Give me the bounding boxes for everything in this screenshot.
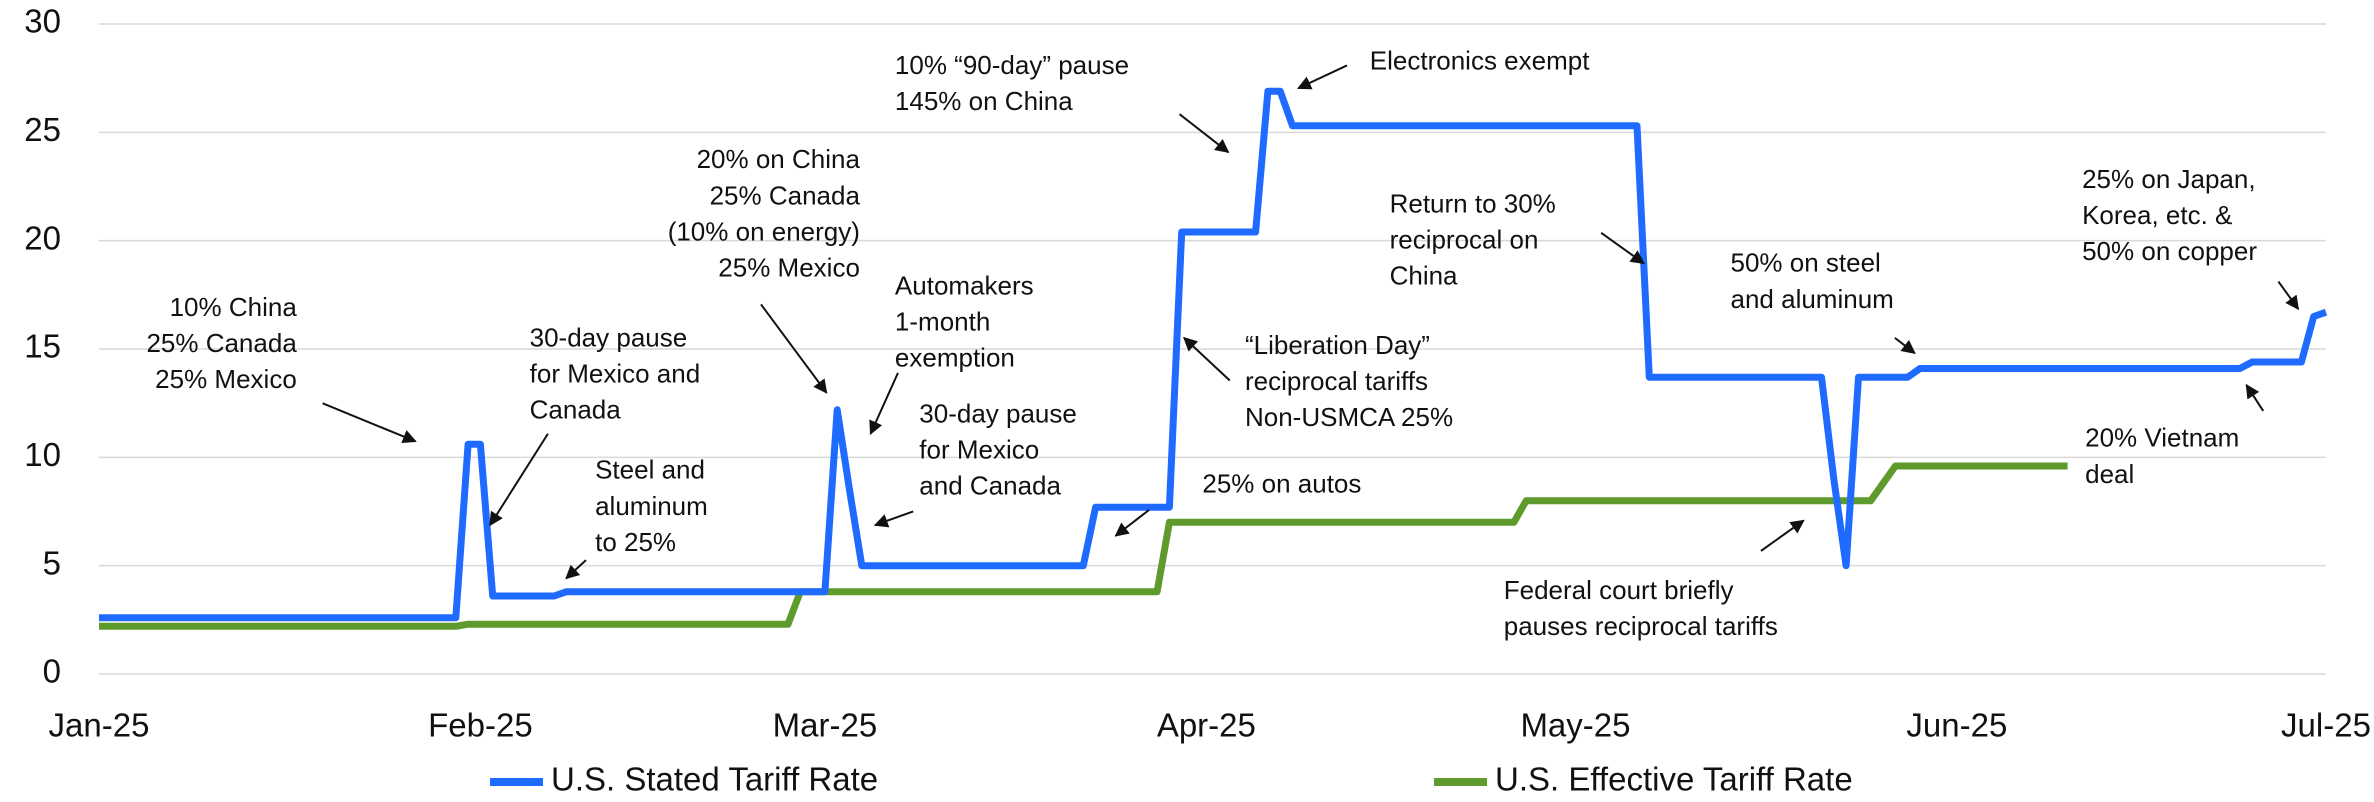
annotation: 25% on Japan, <box>2082 164 2255 194</box>
annotation: 25% Canada <box>146 328 297 358</box>
annotation: 25% Mexico <box>718 252 860 282</box>
annotation-arrow <box>1760 519 1805 552</box>
annotation-arrow <box>322 402 417 444</box>
series-line <box>99 462 2068 630</box>
annotation-arrow <box>565 559 587 580</box>
annotation: Korea, etc. & <box>2082 200 2232 230</box>
x-tick-label: Mar-25 <box>773 707 878 744</box>
x-tick-label: Jul-25 <box>2281 707 2371 744</box>
annotation: 30-day pause <box>530 322 688 352</box>
x-tick-label: May-25 <box>1520 707 1630 744</box>
annotation: exemption <box>895 343 1015 373</box>
annotation-arrow <box>1114 509 1150 537</box>
annotation: and aluminum <box>1731 284 1894 314</box>
y-tick-label: 30 <box>24 3 61 40</box>
annotation: “Liberation Day” <box>1245 330 1430 360</box>
annotation: 10% China <box>170 292 298 322</box>
annotation-arrow <box>1600 232 1645 265</box>
annotation-arrow <box>2245 383 2265 412</box>
annotation: aluminum <box>595 491 708 521</box>
annotation: Return to 30% <box>1390 188 1556 218</box>
annotation-arrow <box>873 510 914 528</box>
annotation: for Mexico and <box>530 358 701 388</box>
annotation: 25% Canada <box>710 180 861 210</box>
annotation: 1-month <box>895 307 990 337</box>
annotation: Federal court briefly <box>1504 575 1734 605</box>
y-tick-label: 20 <box>24 219 61 256</box>
annotation: 20% on China <box>697 144 861 174</box>
x-tick-label: Apr-25 <box>1157 707 1256 744</box>
annotation-arrow <box>1894 337 1916 354</box>
y-tick-label: 5 <box>43 544 61 581</box>
annotation-arrow <box>869 372 899 436</box>
legend-label: U.S. Effective Tariff Rate <box>1495 761 1853 798</box>
annotation-arrow <box>1296 64 1348 90</box>
annotation: 25% Mexico <box>155 364 297 394</box>
annotation: Non-USMCA 25% <box>1245 402 1453 432</box>
annotation: 145% on China <box>895 86 1073 116</box>
annotation-arrow <box>489 433 549 527</box>
annotation: Steel and <box>595 455 705 485</box>
annotation-arrow <box>1183 336 1231 382</box>
annotation: reciprocal tariffs <box>1245 366 1428 396</box>
annotation-arrow <box>2277 280 2300 311</box>
annotation-arrow <box>1178 113 1230 154</box>
annotation: reciprocal on <box>1390 224 1539 254</box>
annotation: 20% Vietnam <box>2085 423 2239 453</box>
series-line <box>99 87 2328 622</box>
x-tick-label: Jan-25 <box>49 707 150 744</box>
annotation: 50% on copper <box>2082 236 2257 266</box>
legend-label: U.S. Stated Tariff Rate <box>551 761 878 798</box>
x-tick-label: Feb-25 <box>428 707 533 744</box>
annotation: for Mexico <box>919 434 1039 464</box>
y-tick-label: 10 <box>24 436 61 473</box>
annotation-arrow <box>760 303 828 394</box>
annotation: deal <box>2085 459 2134 489</box>
annotation: 10% “90-day” pause <box>895 50 1129 80</box>
annotation: China <box>1390 260 1458 290</box>
annotation: Automakers <box>895 271 1034 301</box>
annotation: (10% on energy) <box>668 216 860 246</box>
annotation: Canada <box>530 394 622 424</box>
annotation: and Canada <box>919 471 1061 501</box>
annotation: Electronics exempt <box>1370 45 1590 75</box>
y-tick-label: 25 <box>24 111 61 148</box>
annotation: 30-day pause <box>919 398 1077 428</box>
annotation: to 25% <box>595 527 676 557</box>
annotation: 50% on steel <box>1731 248 1881 278</box>
y-tick-label: 15 <box>24 328 61 365</box>
annotation: 25% on autos <box>1202 468 1361 498</box>
x-tick-label: Jun-25 <box>1906 707 2007 744</box>
annotation: pauses reciprocal tariffs <box>1504 611 1778 641</box>
y-tick-label: 0 <box>43 653 61 690</box>
